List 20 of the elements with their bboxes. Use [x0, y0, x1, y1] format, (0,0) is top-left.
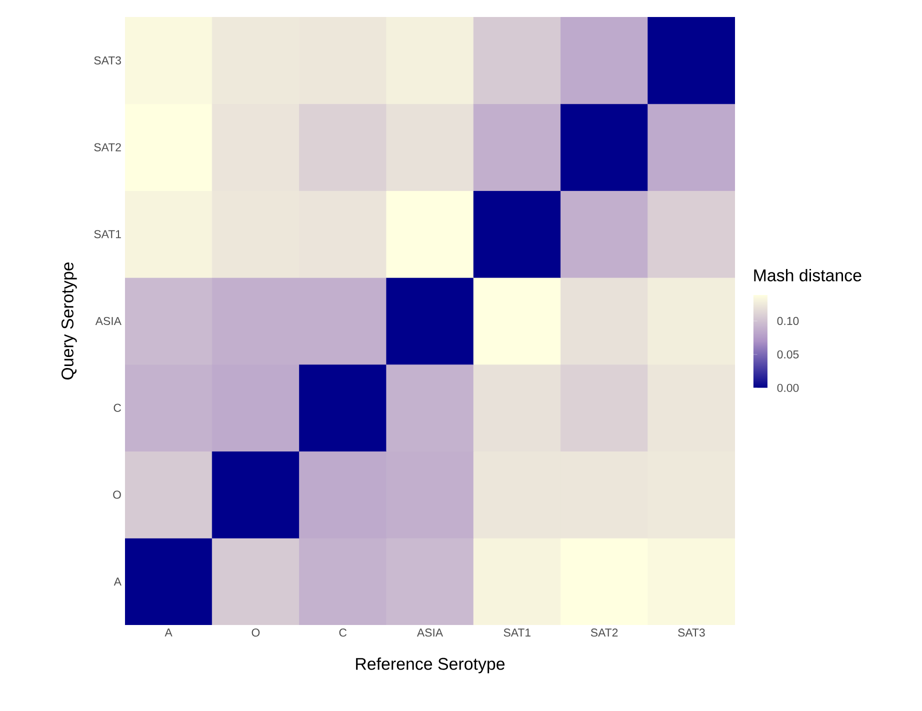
x-tick-label: ASIA	[416, 628, 444, 637]
x-tick-label: SAT3	[678, 628, 705, 637]
x-tick-label: A	[164, 628, 172, 636]
y-tick-label: SAT1	[94, 230, 121, 238]
x-tick-label: SAT2	[590, 628, 618, 637]
y-tick-label: O	[113, 490, 121, 499]
y-tick-label: SAT3	[94, 56, 121, 64]
y-tick-label: SAT2	[94, 143, 121, 152]
x-tick-label: SAT1	[504, 628, 530, 637]
color-bar-title: Mash distance	[754, 268, 862, 282]
y-tick-label: ASIA	[95, 316, 122, 326]
y-tick-label: C	[114, 404, 122, 412]
x-tick-label: C	[339, 628, 347, 637]
x-axis-title: Reference Serotype	[356, 657, 505, 674]
color-bar-label: 0.00	[777, 384, 799, 392]
color-bar-label: 0.10	[777, 316, 799, 326]
x-tick-label: O	[252, 628, 260, 637]
y-tick-label: A	[114, 578, 122, 586]
color-bar-label: 0.05	[777, 350, 799, 358]
y-axis-title: Query Serotype	[61, 262, 77, 380]
